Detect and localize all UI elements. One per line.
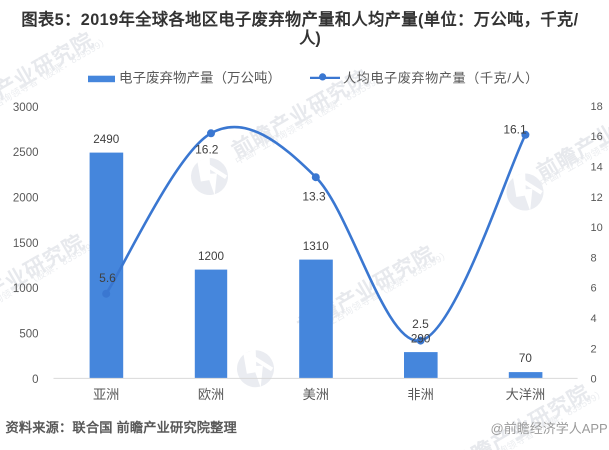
svg-text:16.1: 16.1 bbox=[503, 123, 527, 137]
svg-text:大洋洲: 大洋洲 bbox=[506, 387, 546, 402]
svg-text:4: 4 bbox=[591, 313, 597, 325]
svg-text:人): 人) bbox=[299, 29, 321, 48]
svg-text:13.3: 13.3 bbox=[302, 189, 326, 203]
svg-text:1000: 1000 bbox=[13, 283, 39, 295]
svg-text:0: 0 bbox=[591, 374, 597, 386]
svg-text:2.5: 2.5 bbox=[412, 317, 429, 331]
svg-text:12: 12 bbox=[591, 192, 603, 204]
svg-text:1310: 1310 bbox=[303, 240, 330, 253]
svg-text:3000: 3000 bbox=[13, 102, 39, 114]
svg-text:16.2: 16.2 bbox=[195, 143, 219, 157]
svg-text:16: 16 bbox=[591, 131, 603, 143]
svg-text:2000: 2000 bbox=[13, 193, 39, 205]
svg-text:电子废弃物产量（万公吨）: 电子废弃物产量（万公吨） bbox=[119, 71, 281, 86]
svg-text:10: 10 bbox=[591, 222, 603, 234]
svg-text:人均电子废弃物产量（千克/人）: 人均电子废弃物产量（千克/人） bbox=[343, 71, 539, 86]
svg-text:亚洲: 亚洲 bbox=[93, 387, 119, 402]
svg-text:@前瞻经济学人APP: @前瞻经济学人APP bbox=[491, 421, 608, 436]
svg-text:美洲: 美洲 bbox=[303, 387, 329, 402]
svg-text:资料来源：联合国 前瞻产业研究院整理: 资料来源：联合国 前瞻产业研究院整理 bbox=[6, 419, 237, 435]
svg-text:14: 14 bbox=[591, 162, 603, 174]
svg-text:2490: 2490 bbox=[93, 133, 120, 146]
svg-text:1500: 1500 bbox=[13, 238, 39, 250]
svg-text:2: 2 bbox=[591, 343, 597, 355]
svg-text:非洲: 非洲 bbox=[407, 387, 433, 402]
svg-text:6: 6 bbox=[591, 283, 597, 295]
svg-text:图表5：2019年全球各地区电子废弃物产量和人均产量(单位：: 图表5：2019年全球各地区电子废弃物产量和人均产量(单位：万公吨，千克/ bbox=[21, 10, 578, 29]
svg-text:18: 18 bbox=[591, 101, 603, 113]
svg-text:70: 70 bbox=[519, 352, 533, 365]
svg-text:290: 290 bbox=[411, 332, 431, 345]
svg-text:欧洲: 欧洲 bbox=[198, 387, 224, 402]
svg-text:500: 500 bbox=[19, 329, 38, 341]
svg-text:2500: 2500 bbox=[13, 147, 39, 159]
svg-text:1200: 1200 bbox=[198, 250, 225, 263]
svg-text:0: 0 bbox=[32, 374, 38, 386]
svg-text:5.6: 5.6 bbox=[99, 271, 116, 285]
svg-text:8: 8 bbox=[591, 252, 597, 264]
